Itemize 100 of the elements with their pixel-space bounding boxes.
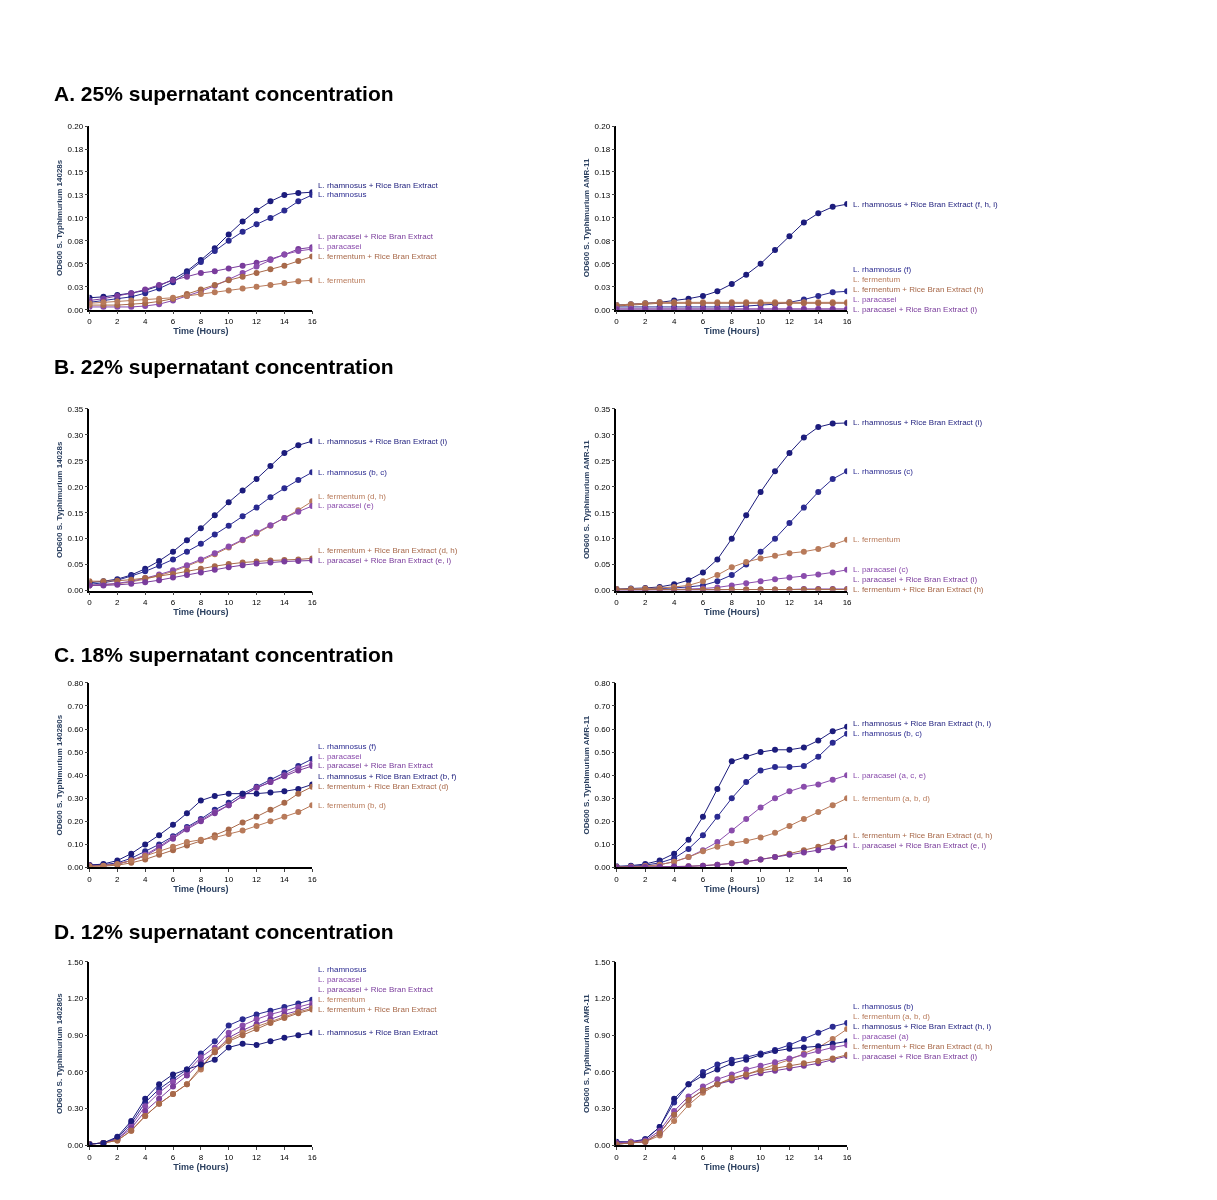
y-tick-label: 0.60 [594, 724, 611, 734]
y-tick-label: 0.60 [67, 724, 84, 734]
y-tick-label: 0.00 [594, 863, 611, 873]
y-tick-label: 0.35 [594, 404, 611, 414]
series-label: L. fermentum + Rice Bran Extract (d) [318, 782, 449, 791]
x-tick-label: 6 [170, 317, 176, 327]
x-tick-label: 12 [252, 874, 262, 884]
x-tick-label: 10 [756, 317, 766, 327]
y-tick-label: 0.20 [67, 482, 84, 492]
x-tick-label: 10 [756, 874, 766, 884]
series-label: L. rhamnosus (c) [853, 467, 914, 476]
x-tick-label: 8 [729, 317, 735, 327]
x-tick-label: 8 [729, 597, 735, 607]
y-tick-label: 0.10 [67, 840, 84, 850]
x-tick-label: 6 [700, 874, 706, 884]
chart-title: D. 12% supernatant concentration [54, 920, 394, 943]
y-tick-label: 0.15 [67, 508, 84, 518]
text: L. rhamnosus [318, 965, 367, 974]
x-tick-label: 0 [614, 317, 620, 327]
x-tick-label: 14 [813, 1152, 824, 1162]
series-label: L. paracasei + Rice Bran Extract [318, 761, 434, 770]
y-tick-label: 0.25 [67, 456, 84, 466]
y-tick-label: 0.00 [594, 586, 611, 596]
x-tick-label: 2 [115, 874, 121, 884]
x-tick-label: 2 [115, 1152, 121, 1162]
series-label: L. fermentum + Rice Bran Extract (d, h) [318, 546, 458, 555]
series-label: L. rhamnosus + Rice Bran Extract (h, i) [853, 719, 992, 728]
series-label: L. rhamnosus [318, 190, 367, 199]
y-axis-title: OD600 S. Typhimurium AMR-11 [581, 439, 591, 560]
y-tick-label: 0.30 [594, 1104, 611, 1114]
series-label: L. rhamnosus (b) [853, 1002, 914, 1011]
x-tick-label: 6 [170, 1152, 176, 1162]
y-tick-label: 0.00 [67, 586, 84, 596]
series-label: L. paracasei (a, c, e) [853, 771, 927, 780]
y-tick-label: 0.90 [67, 1031, 84, 1040]
x-tick-label: 4 [142, 317, 148, 327]
series-label: L. paracasei + Rice Bran Extract (i) [853, 1052, 978, 1061]
y-tick-label: 0.00 [594, 305, 611, 315]
y-tick-label: 0.60 [594, 1067, 611, 1077]
series-label: L. fermentum + Rice Bran Extract (d, h) [853, 831, 993, 840]
series-label: L. rhamnosus + Rice Bran Extract [318, 1028, 439, 1037]
x-tick-label: 12 [784, 1152, 795, 1162]
x-tick-label: 2 [115, 317, 121, 327]
series-label: L. fermentum + Rice Bran Extract [318, 252, 438, 261]
x-tick-label: 16 [307, 317, 318, 327]
series-label: L. fermentum [318, 995, 366, 1004]
x-axis-title: Time (Hours) [704, 883, 760, 894]
y-axis-title: OD600 S. Typhimurium AMR-11 [581, 993, 591, 1113]
series-label: L. rhamnosus (b, c) [853, 729, 923, 738]
y-tick-label: 0.30 [594, 430, 611, 440]
x-tick-label: 8 [198, 597, 204, 607]
x-tick-label: 12 [252, 1152, 262, 1162]
y-tick-label: 0.25 [594, 456, 611, 466]
y-tick-label: 0.20 [594, 817, 611, 827]
y-tick-label: 0.50 [67, 747, 84, 757]
x-tick-label: 16 [307, 1152, 318, 1162]
chart-title: A. 25% supernatant concentration [54, 82, 394, 105]
series-label: L. rhamnosus (b, c) [318, 468, 388, 477]
x-tick-label: 4 [142, 874, 148, 884]
x-tick-label: 14 [279, 874, 290, 884]
x-tick-label: 4 [142, 1152, 148, 1162]
y-tick-label: 0.15 [67, 167, 84, 177]
x-tick-label: 2 [643, 597, 649, 607]
x-tick-label: 6 [170, 874, 176, 884]
y-axis-title: OD600 S. Typhimurium 140280s [54, 992, 64, 1114]
y-tick-label: 1.50 [594, 957, 611, 967]
series-label: L. rhamnosus + Rice Bran Extract (i) [318, 437, 448, 446]
text: L. fermentum [853, 275, 901, 284]
series-label: L. fermentum + Rice Bran Extract (h) [853, 585, 984, 594]
y-tick-label: 1.20 [67, 994, 84, 1004]
x-tick-label: 2 [643, 874, 649, 884]
x-tick-label: 0 [614, 874, 620, 884]
y-tick-label: 0.80 [594, 678, 611, 688]
series-label: L. fermentum + Rice Bran Extract [318, 1005, 438, 1014]
x-tick-label: 0 [87, 597, 93, 607]
y-axis-title: OD600 S. Typhimurium AMR-11 [581, 715, 591, 835]
series-label: L. fermentum + Rice Bran Extract (h) [853, 285, 984, 294]
series-label: L. paracasei (e) [318, 501, 374, 510]
y-tick-label: 0.30 [67, 1104, 84, 1114]
y-tick-label: 0.03 [594, 282, 611, 292]
x-tick-label: 12 [252, 597, 262, 607]
y-tick-label: 0.20 [594, 121, 611, 131]
x-axis-title: Time (Hours) [173, 326, 229, 337]
y-tick-label: 0.30 [67, 430, 84, 440]
x-tick-label: 14 [813, 317, 824, 327]
y-tick-label: 0.05 [594, 560, 611, 570]
x-tick-label: 16 [307, 874, 318, 884]
y-tick-label: 0.10 [67, 534, 84, 544]
y-axis-title: OD600 S. Typhimurium 14028s [54, 441, 64, 558]
y-axis-title: OD600 S. Typhimurium 140280s [54, 714, 64, 836]
series-label: L. paracasei [853, 295, 897, 304]
y-tick-label: 0.18 [594, 144, 611, 154]
y-tick-label: 0.13 [67, 190, 84, 200]
series-label: L. paracasei (c) [853, 565, 909, 574]
y-tick-label: 0.70 [594, 701, 611, 711]
series-label: L. rhamnosus + Rice Bran Extract (h, i) [853, 1022, 992, 1031]
x-tick-label: 14 [813, 597, 824, 607]
y-tick-label: 0.08 [594, 236, 611, 246]
x-tick-label: 8 [729, 1152, 735, 1162]
x-tick-label: 4 [671, 597, 677, 607]
